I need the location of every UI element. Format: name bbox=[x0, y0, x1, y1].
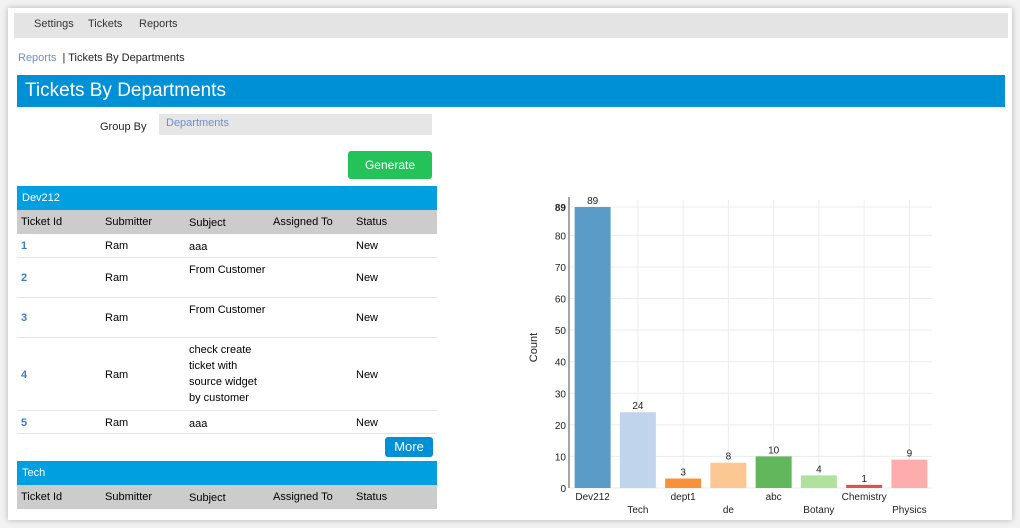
y-tick-label: 89 bbox=[555, 203, 567, 214]
status-cell: New bbox=[356, 417, 379, 429]
breadcrumb-reports-link[interactable]: Reports bbox=[18, 52, 57, 64]
bar-value-label: 89 bbox=[587, 196, 599, 207]
group-table-dev212: Dev212 Ticket Id Submitter Subject Assig… bbox=[17, 186, 437, 434]
y-tick-label: 60 bbox=[555, 295, 567, 306]
bar-tech[interactable] bbox=[619, 412, 656, 488]
ticket-id-link[interactable]: 2 bbox=[21, 272, 28, 284]
group-table-tech: Tech Ticket Id Submitter Subject Assigne… bbox=[17, 461, 437, 509]
status-cell: New bbox=[356, 272, 379, 284]
table-row: 1 Ram aaa New bbox=[17, 234, 437, 258]
submitter-cell: Ram bbox=[105, 312, 129, 324]
col-assigned-to: Assigned To bbox=[273, 216, 333, 228]
col-status: Status bbox=[356, 216, 388, 228]
breadcrumb: Reports | Tickets By Departments bbox=[18, 52, 185, 64]
col-submitter: Submitter bbox=[105, 491, 153, 503]
group-by-label: Group By bbox=[100, 121, 147, 133]
report-card: Settings Tickets Reports Reports | Ticket… bbox=[8, 8, 1012, 520]
bar-dev212[interactable] bbox=[574, 207, 611, 488]
submitter-cell: Ram bbox=[105, 417, 129, 429]
generate-button[interactable]: Generate bbox=[348, 151, 432, 179]
ticket-id-link[interactable]: 1 bbox=[21, 240, 28, 252]
col-assigned-to: Assigned To bbox=[273, 491, 333, 503]
table-row: 3 Ram From Customer New bbox=[17, 298, 437, 338]
submitter-cell: Ram bbox=[105, 272, 129, 284]
x-tick-label: Chemistry bbox=[842, 492, 887, 503]
table-row: 5 Ram aaa New bbox=[17, 411, 437, 434]
bar-value-label: 1 bbox=[861, 474, 867, 485]
group-header: Dev212 bbox=[17, 186, 437, 210]
bar-value-label: 24 bbox=[632, 401, 644, 412]
bar-abc[interactable] bbox=[755, 456, 792, 488]
y-tick-label: 80 bbox=[555, 231, 567, 242]
y-tick-label: 30 bbox=[555, 389, 567, 400]
bar-value-label: 10 bbox=[768, 445, 780, 456]
status-cell: New bbox=[356, 240, 379, 252]
ticket-id-link[interactable]: 4 bbox=[21, 369, 28, 381]
col-status: Status bbox=[356, 491, 388, 503]
x-tick-label: Tech bbox=[627, 505, 648, 516]
subject-cell: From Customer bbox=[189, 264, 266, 276]
subject-cell: check create ticket with source widget b… bbox=[189, 344, 257, 404]
table-header: Ticket Id Submitter Subject Assigned To … bbox=[17, 485, 437, 509]
y-tick-label: 40 bbox=[555, 358, 567, 369]
bar-dept1[interactable] bbox=[665, 478, 702, 488]
x-tick-label: dept1 bbox=[671, 492, 696, 503]
y-tick-label: 0 bbox=[560, 484, 566, 495]
bar-value-label: 8 bbox=[726, 452, 732, 463]
table-header: Ticket Id Submitter Subject Assigned To … bbox=[17, 210, 437, 234]
ticket-id-link[interactable]: 3 bbox=[21, 312, 28, 324]
breadcrumb-current: Tickets By Departments bbox=[68, 52, 185, 64]
page-title: Tickets By Departments bbox=[17, 75, 1005, 107]
bar-botany[interactable] bbox=[800, 475, 837, 488]
col-ticket-id: Ticket Id bbox=[21, 216, 63, 228]
col-submitter: Submitter bbox=[105, 216, 153, 228]
table-row: 2 Ram From Customer New bbox=[17, 258, 437, 298]
bar-value-label: 9 bbox=[907, 449, 913, 460]
y-tick-label: 20 bbox=[555, 421, 567, 432]
col-subject: Subject bbox=[189, 492, 226, 504]
submitter-cell: Ram bbox=[105, 240, 129, 252]
nav-reports[interactable]: Reports bbox=[139, 18, 178, 30]
group-header: Tech bbox=[17, 461, 437, 485]
status-cell: New bbox=[356, 369, 379, 381]
nav-tickets[interactable]: Tickets bbox=[88, 18, 123, 30]
group-by-select[interactable]: Departments bbox=[159, 114, 432, 135]
table-row: 4 Ram check create ticket with source widg… bbox=[17, 338, 437, 411]
subject-cell: aaa bbox=[189, 241, 208, 253]
bar-value-label: 3 bbox=[680, 468, 686, 479]
x-tick-label: Dev212 bbox=[575, 492, 610, 503]
x-tick-label: de bbox=[723, 505, 735, 516]
x-tick-label: abc bbox=[766, 492, 782, 503]
bar-de[interactable] bbox=[710, 462, 747, 488]
y-tick-label: 70 bbox=[555, 263, 567, 274]
bar-chemistry[interactable] bbox=[846, 484, 883, 488]
ticket-id-link[interactable]: 5 bbox=[21, 417, 28, 429]
top-nav: Settings Tickets Reports bbox=[14, 13, 1008, 38]
more-button[interactable]: More bbox=[385, 437, 433, 457]
bar-physics[interactable] bbox=[891, 459, 928, 488]
y-tick-label: 10 bbox=[555, 452, 567, 463]
x-tick-label: Physics bbox=[892, 505, 926, 516]
y-axis-label: Count bbox=[528, 333, 540, 362]
subject-cell: From Customer bbox=[189, 304, 266, 316]
col-subject: Subject bbox=[189, 217, 226, 229]
subject-cell: aaa bbox=[189, 418, 208, 430]
bar-value-label: 4 bbox=[816, 464, 822, 475]
nav-settings[interactable]: Settings bbox=[34, 18, 74, 30]
department-bar-chart: 010203040506070808989Dev21224Tech3dept18… bbox=[528, 196, 932, 516]
y-tick-label: 50 bbox=[555, 326, 567, 337]
status-cell: New bbox=[356, 312, 379, 324]
submitter-cell: Ram bbox=[105, 369, 129, 381]
x-tick-label: Botany bbox=[803, 505, 834, 516]
col-ticket-id: Ticket Id bbox=[21, 491, 63, 503]
